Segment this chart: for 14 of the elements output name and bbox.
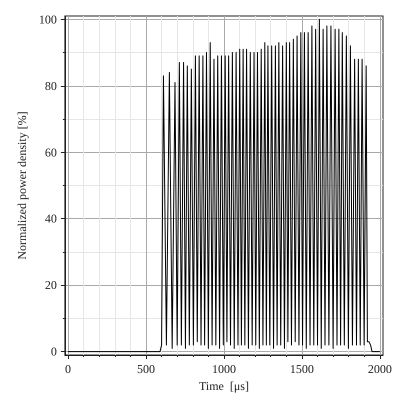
- x-tick-label: 0: [65, 362, 72, 376]
- line-series: [68, 18, 380, 352]
- y-tick-label: 0: [50, 344, 57, 359]
- y-tick-label: 60: [44, 145, 57, 160]
- x-tick-label: 2000: [368, 362, 392, 376]
- x-tick-label: 1500: [290, 362, 314, 376]
- y-tick-label: 40: [44, 212, 57, 226]
- x-axis-title: Time [μs]: [198, 378, 249, 393]
- y-tick-label: 100: [38, 12, 57, 26]
- y-tick-label: 80: [44, 78, 57, 93]
- x-tick-label: 500: [136, 362, 155, 376]
- x-tick-label: 1000: [212, 362, 236, 376]
- y-tick-label: 20: [44, 278, 57, 292]
- y-axis-title: Normalized power density [%]: [15, 111, 29, 260]
